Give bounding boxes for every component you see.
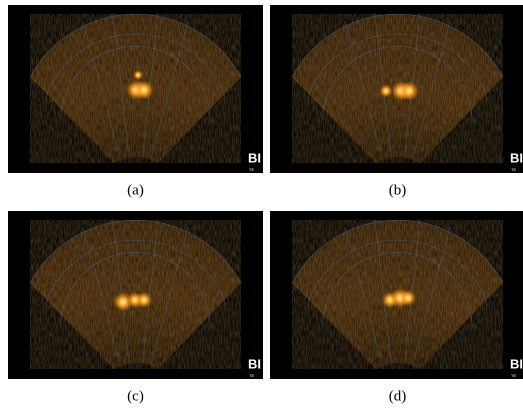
range-arc xyxy=(307,33,488,100)
logo: BI xyxy=(248,356,261,371)
caption: (c) xyxy=(127,388,144,404)
logo: BI xyxy=(248,150,261,165)
logo-sub: TE xyxy=(511,167,516,172)
bearing-line xyxy=(82,226,121,364)
bearing-line xyxy=(404,218,421,364)
echo xyxy=(133,70,143,80)
bearing-line xyxy=(413,226,451,364)
range-arc xyxy=(322,46,473,122)
logo-sub: TE xyxy=(249,373,254,378)
bearing-line xyxy=(151,226,189,364)
bearing-line xyxy=(413,20,451,158)
range-arc xyxy=(291,219,504,284)
echo xyxy=(400,290,416,306)
bearing-line xyxy=(112,218,130,364)
panel: BI TE xyxy=(270,211,523,379)
logo-sub: TE xyxy=(511,373,516,378)
range-arc xyxy=(29,219,242,284)
bearing-line xyxy=(112,12,130,158)
range-arc xyxy=(29,13,242,78)
caption: (a) xyxy=(127,182,144,198)
logo: BI xyxy=(510,150,523,165)
caption: (d) xyxy=(389,388,407,404)
panel: BI TE xyxy=(8,5,263,173)
range-arc xyxy=(291,13,504,78)
bearing-line xyxy=(142,218,159,364)
bearing-line xyxy=(151,20,189,158)
range-arc xyxy=(45,33,226,100)
echo xyxy=(134,80,154,100)
bearing-line xyxy=(344,20,383,158)
range-arc xyxy=(322,252,473,328)
panel: BI TE xyxy=(8,211,263,379)
echo xyxy=(399,81,419,101)
range-arc xyxy=(307,239,488,306)
range-arc xyxy=(45,239,226,306)
range-arc xyxy=(60,46,211,122)
panel: BI TE xyxy=(270,5,523,173)
echo xyxy=(136,292,152,308)
logo: BI xyxy=(510,356,523,371)
range-arc xyxy=(60,252,211,328)
bearing-line xyxy=(344,226,383,364)
bearing-line xyxy=(374,12,392,158)
caption: (b) xyxy=(389,182,407,198)
bearing-line xyxy=(374,218,392,364)
bearing-line xyxy=(82,20,121,158)
echo xyxy=(379,84,393,98)
logo-sub: TE xyxy=(249,167,254,172)
